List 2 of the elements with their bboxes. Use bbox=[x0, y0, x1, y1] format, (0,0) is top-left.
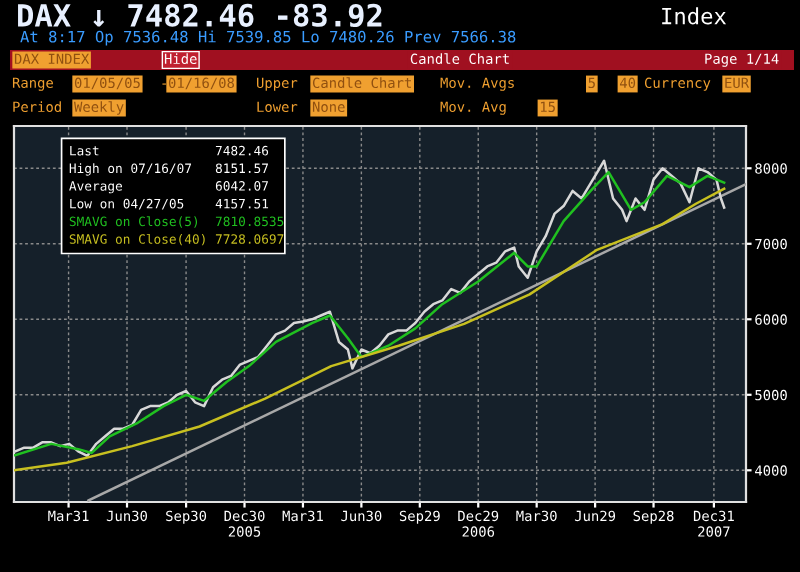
text: Index bbox=[662, 7, 727, 25]
chart-title: DAX ↓ 7482.46 -83.92 bbox=[18, 3, 382, 28]
